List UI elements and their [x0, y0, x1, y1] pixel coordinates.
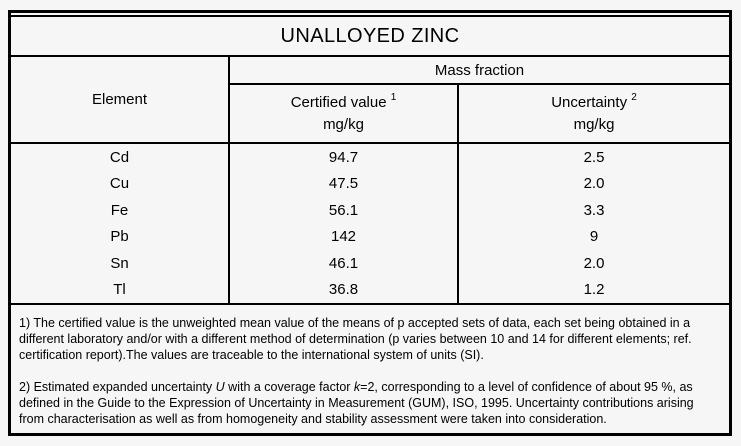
element-cell: Fe: [11, 197, 230, 224]
table-row: Sn 46.1 2.0: [11, 250, 729, 277]
element-cell: Cd: [11, 143, 230, 171]
uncertainty-cell: 9: [589, 228, 599, 246]
footnote-2-text: 2) Estimated expanded uncertainty: [19, 380, 216, 394]
certified-value-unit: mg/kg: [323, 115, 364, 133]
table-row: Cu 47.5 2.0: [11, 170, 729, 197]
uncertainty-cell: 2.0: [583, 175, 605, 193]
title-row: UNALLOYED ZINC: [11, 17, 730, 57]
uncertainty-cell: 1.2: [458, 276, 730, 305]
element-cell: Cu: [11, 170, 230, 197]
certified-value-cell: 36.8: [229, 276, 459, 305]
group-header-row: Element Mass fraction: [11, 56, 730, 144]
mass-fraction-table: UNALLOYED ZINC Element Mass fraction Cer…: [11, 17, 730, 305]
certified-value-cell: 94.7: [229, 143, 459, 171]
table-row: Tl 36.8 1.2: [11, 276, 730, 305]
uncertainty-cell: 2.0: [583, 254, 605, 272]
footnotes-section: 1) The certified value is the unweighted…: [11, 305, 729, 433]
certified-value-cell: 56.1: [229, 197, 459, 224]
table-row: Fe 56.1 3.3: [11, 197, 729, 224]
footnote-2-text: with a coverage factor: [224, 380, 354, 394]
uncertainty-unit: mg/kg: [573, 115, 615, 133]
page-title: UNALLOYED ZINC: [11, 17, 730, 57]
certificate-table: UNALLOYED ZINC Element Mass fraction Cer…: [8, 10, 732, 436]
uncertainty-cell: 3.3: [583, 201, 605, 219]
certified-value-cell: 142: [229, 223, 459, 250]
top-border-inner-rule: [11, 15, 729, 17]
certified-value-cell: 47.5: [229, 170, 459, 197]
uncertainty-label: Uncertainty: [551, 93, 628, 111]
element-cell: Tl: [11, 276, 230, 305]
column-header-element: Element: [11, 56, 230, 144]
element-cell: Pb: [11, 223, 230, 250]
footnote-1: 1) The certified value is the unweighted…: [19, 316, 692, 362]
column-group-header-mass-fraction: Mass fraction: [229, 56, 730, 85]
variable-U: U: [215, 380, 225, 394]
footnote-ref-2: 2: [631, 91, 637, 103]
sub-header-row: Certified value 1 mg/kg Uncertainty 2 mg…: [11, 84, 730, 144]
footnote-2-text: =2, corresponding to a level of confiden…: [19, 380, 694, 426]
element-cell: Sn: [11, 250, 230, 277]
uncertainty-cell: 2.5: [583, 148, 605, 166]
table-row: Cd 94.7 2.5: [11, 143, 729, 171]
certified-value-cell: 46.1: [229, 250, 459, 277]
table-row: Pb 142 9: [11, 223, 729, 250]
variable-k: k: [353, 380, 361, 394]
footnote-2: 2) Estimated expanded uncertainty U with…: [19, 379, 721, 427]
certified-value-label: Certified value: [290, 93, 387, 111]
column-header-uncertainty: Uncertainty 2 mg/kg: [458, 84, 730, 144]
footnote-ref-1: 1: [390, 91, 397, 103]
column-header-certified-value: Certified value 1 mg/kg: [229, 84, 459, 144]
